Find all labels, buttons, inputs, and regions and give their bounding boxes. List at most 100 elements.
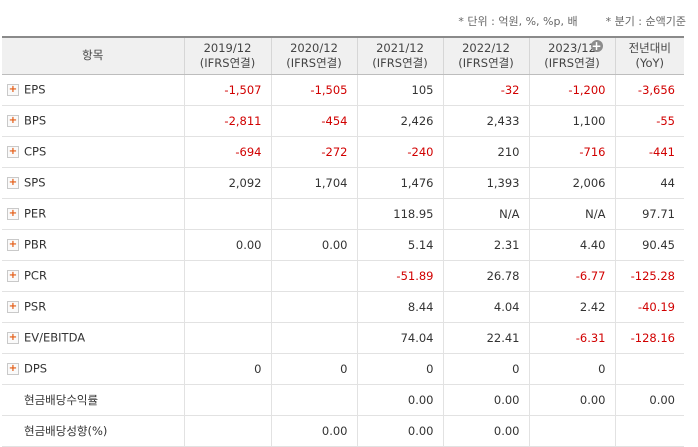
row-label-cell: + PBR	[2, 229, 184, 261]
expand-plus-icon[interactable]: +	[7, 83, 19, 96]
value-cell	[270, 291, 357, 323]
row-label: DPS	[24, 361, 48, 376]
value-cell	[614, 415, 684, 447]
row-label-cell: + DPS	[2, 353, 184, 385]
row-label-cell: + CPS	[2, 136, 184, 168]
value-cell: 4.04	[442, 291, 529, 323]
unit-note: * 단위 : 억원, %, %p, 배	[458, 15, 578, 28]
table-row[interactable]: + PSR 8.44 4.04 2.42 -40.19	[2, 291, 684, 323]
expand-plus-icon[interactable]: +	[7, 362, 19, 375]
table-row: 현금배당수익률 0.00 0.00 0.00 0.00	[2, 384, 684, 416]
row-label-cell: + PER	[2, 198, 184, 230]
value-cell: 8.44	[356, 291, 443, 323]
value-cell: N/A	[442, 198, 529, 230]
value-cell: 0.00	[183, 229, 271, 261]
value-cell: 0.00	[356, 415, 443, 447]
value-cell: 2,433	[442, 105, 529, 137]
value-cell: -1,507	[183, 74, 271, 106]
row-label-cell: 현금배당성향(%)	[2, 415, 184, 447]
value-cell: -3,656	[614, 74, 684, 106]
row-label: EPS	[24, 82, 46, 97]
value-cell: 1,704	[270, 167, 357, 199]
value-cell: 2.31	[442, 229, 529, 261]
value-cell: N/A	[528, 198, 615, 230]
value-cell: 5.14	[356, 229, 443, 261]
value-cell: 0.00	[270, 415, 357, 447]
value-cell: -51.89	[356, 260, 443, 292]
expand-plus-icon[interactable]: +	[7, 176, 19, 189]
expand-plus-icon[interactable]: +	[7, 300, 19, 313]
value-cell	[183, 384, 271, 416]
table-row[interactable]: + CPS -694 -272 -240 210 -716 -441	[2, 136, 684, 168]
value-cell	[270, 384, 357, 416]
header-col-2023: 2023/12 (IFRS연결) +	[528, 36, 615, 75]
header-col-2021: 2021/12 (IFRS연결)	[356, 36, 443, 75]
table-row[interactable]: + EV/EBITDA 74.04 22.41 -6.31 -128.16	[2, 322, 684, 354]
row-label: 현금배당성향(%)	[24, 423, 108, 438]
expand-plus-icon[interactable]: +	[7, 269, 19, 282]
value-cell: 0.00	[270, 229, 357, 261]
expand-plus-icon[interactable]: +	[7, 145, 19, 158]
value-cell: 97.71	[614, 198, 684, 230]
value-cell: -694	[183, 136, 271, 168]
row-label-cell: 현금배당수익률	[2, 384, 184, 416]
value-cell: 4.40	[528, 229, 615, 261]
value-cell: -1,200	[528, 74, 615, 106]
value-cell: 0.00	[614, 384, 684, 416]
value-cell: 0.00	[442, 384, 529, 416]
value-cell	[183, 415, 271, 447]
table-row[interactable]: + PER 118.95 N/A N/A 97.71	[2, 198, 684, 230]
row-label-cell: + BPS	[2, 105, 184, 137]
value-cell: 1,393	[442, 167, 529, 199]
value-cell	[183, 198, 271, 230]
value-cell: 0.00	[356, 384, 443, 416]
table-header-row: 항목 2019/12 (IFRS연결) 2020/12 (IFRS연결) 2021/…	[2, 36, 684, 75]
value-cell: -441	[614, 136, 684, 168]
value-cell	[614, 353, 684, 385]
value-cell: -716	[528, 136, 615, 168]
plus-circle-icon[interactable]: +	[590, 39, 603, 53]
expand-plus-icon[interactable]: +	[7, 238, 19, 251]
value-cell: -6.31	[528, 322, 615, 354]
value-cell: 0	[356, 353, 443, 385]
table-row[interactable]: + EPS -1,507 -1,505 105 -32 -1,200 -3,656	[2, 74, 684, 106]
value-cell: 26.78	[442, 260, 529, 292]
value-cell: 210	[442, 136, 529, 168]
ratio-table: 항목 2019/12 (IFRS연결) 2020/12 (IFRS연결) 2021/…	[2, 36, 684, 447]
expand-plus-icon[interactable]: +	[7, 207, 19, 220]
row-label: SPS	[24, 175, 46, 190]
row-label: 현금배당수익률	[24, 392, 99, 407]
value-cell: -454	[270, 105, 357, 137]
value-cell: 0	[528, 353, 615, 385]
value-cell: 2,426	[356, 105, 443, 137]
value-cell: 0	[183, 353, 271, 385]
value-cell: -1,505	[270, 74, 357, 106]
row-label-cell: + PCR	[2, 260, 184, 292]
value-cell: 22.41	[442, 322, 529, 354]
header-col-2019: 2019/12 (IFRS연결)	[183, 36, 271, 75]
table-row[interactable]: + PBR 0.00 0.00 5.14 2.31 4.40 90.45	[2, 229, 684, 261]
table-row[interactable]: + SPS 2,092 1,704 1,476 1,393 2,006 44	[2, 167, 684, 199]
table-row[interactable]: + BPS -2,811 -454 2,426 2,433 1,100 -55	[2, 105, 684, 137]
table-row[interactable]: + PCR -51.89 26.78 -6.77 -125.28	[2, 260, 684, 292]
row-label: PSR	[24, 299, 47, 314]
value-cell: 44	[614, 167, 684, 199]
value-cell: 0	[442, 353, 529, 385]
value-cell	[183, 322, 271, 354]
value-cell	[270, 322, 357, 354]
value-cell	[270, 260, 357, 292]
header-col-2020: 2020/12 (IFRS연결)	[270, 36, 357, 75]
row-label-cell: + EPS	[2, 74, 184, 106]
value-cell: -240	[356, 136, 443, 168]
expand-plus-icon[interactable]: +	[7, 114, 19, 127]
value-cell	[183, 291, 271, 323]
value-cell: 0	[270, 353, 357, 385]
table-row[interactable]: + DPS 0 0 0 0 0	[2, 353, 684, 385]
value-cell: 1,100	[528, 105, 615, 137]
value-cell: -55	[614, 105, 684, 137]
value-cell: -272	[270, 136, 357, 168]
value-cell: 2,092	[183, 167, 271, 199]
expand-plus-icon[interactable]: +	[7, 331, 19, 344]
table-row: 현금배당성향(%) 0.00 0.00 0.00	[2, 415, 684, 447]
